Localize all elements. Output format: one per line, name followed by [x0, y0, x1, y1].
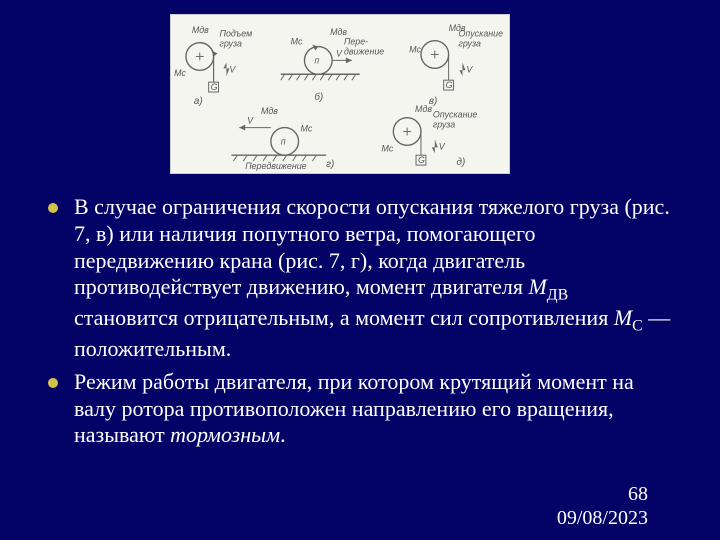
page-number: 68 [557, 482, 648, 506]
panel-a-title2: груза [220, 39, 242, 49]
bullet-1-t1: В случае ограничения скорости опускания … [74, 194, 670, 299]
panel-b-title2: движение [344, 47, 384, 57]
panel-a-sub: а) [194, 96, 203, 107]
bullet-1: В случае ограничения скорости опускания … [44, 194, 676, 363]
panel-g-title: Передвижение [245, 161, 306, 171]
panel-d-sub: д) [457, 157, 466, 168]
figure-7: Мдв Мс G V Подъем груза а) п Мдв Мс V Пе… [170, 14, 510, 174]
panel-a-g: G [211, 82, 218, 92]
panel-g: п Мдв Мс V Передвижение г) [231, 106, 334, 171]
bullet-2-t2: . [280, 422, 286, 447]
panel-v-title1: Опускание [459, 29, 504, 39]
panel-v-v: V [466, 64, 473, 74]
panel-a-mdv: Мдв [192, 25, 209, 35]
panel-b-mc: Мс [291, 37, 303, 47]
panel-b-sub: б) [314, 92, 323, 103]
panel-g-v: V [247, 116, 254, 126]
panel-a-title1: Подъем [220, 29, 253, 39]
panel-d-title1: Опускание [433, 110, 478, 120]
panel-b-mdv: Мдв [330, 27, 347, 37]
panel-b-v: V [336, 48, 343, 58]
panel-v-title2: груза [459, 39, 481, 49]
bullet-1-sub1: ДВ [547, 287, 568, 304]
slide-date: 09/08/2023 [557, 506, 648, 530]
panel-g-sub: г) [326, 159, 334, 170]
bullet-list: В случае ограничения скорости опускания … [44, 194, 676, 455]
svg-text:п: п [314, 55, 319, 65]
panel-d-title2: груза [433, 120, 455, 130]
bullet-1-m1: М [528, 274, 546, 299]
bullet-1-t2: становится отрицательным, а момент сил с… [74, 305, 614, 330]
panel-g-mdv: Мдв [261, 106, 278, 116]
bullet-2-em: тормозным [170, 422, 280, 447]
panel-a-v: V [229, 64, 236, 74]
bullet-2: Режим работы двигателя, при котором крут… [44, 369, 676, 449]
panel-d: Мдв Мс G V Опускание груза д) [381, 104, 477, 168]
footer: 68 09/08/2023 [557, 482, 648, 530]
bullet-2-t1: Режим работы двигателя, при котором крут… [74, 369, 634, 448]
figure-7-svg: Мдв Мс G V Подъем груза а) п Мдв Мс V Пе… [171, 15, 509, 173]
panel-d-mdv: Мдв [415, 104, 432, 114]
panel-g-mc: Мс [301, 124, 313, 134]
panel-d-v: V [439, 141, 446, 151]
panel-d-g: G [418, 155, 425, 165]
panel-v-g: G [446, 80, 453, 90]
panel-a: Мдв Мс G V Подъем груза а) [174, 25, 252, 107]
panel-a-mc: Мс [174, 68, 186, 78]
bullet-1-m2: М [614, 305, 632, 330]
panel-d-mc: Мс [381, 143, 393, 153]
panel-b: п Мдв Мс V Пере- движение б) [281, 27, 385, 103]
panel-b-title1: Пере- [344, 37, 368, 47]
panel-v-mc: Мс [409, 45, 421, 55]
panel-v: Мдв Мс G V Опускание груза в) [409, 23, 503, 107]
bullet-1-sub2: С [632, 318, 643, 335]
svg-text:п: п [281, 136, 286, 146]
